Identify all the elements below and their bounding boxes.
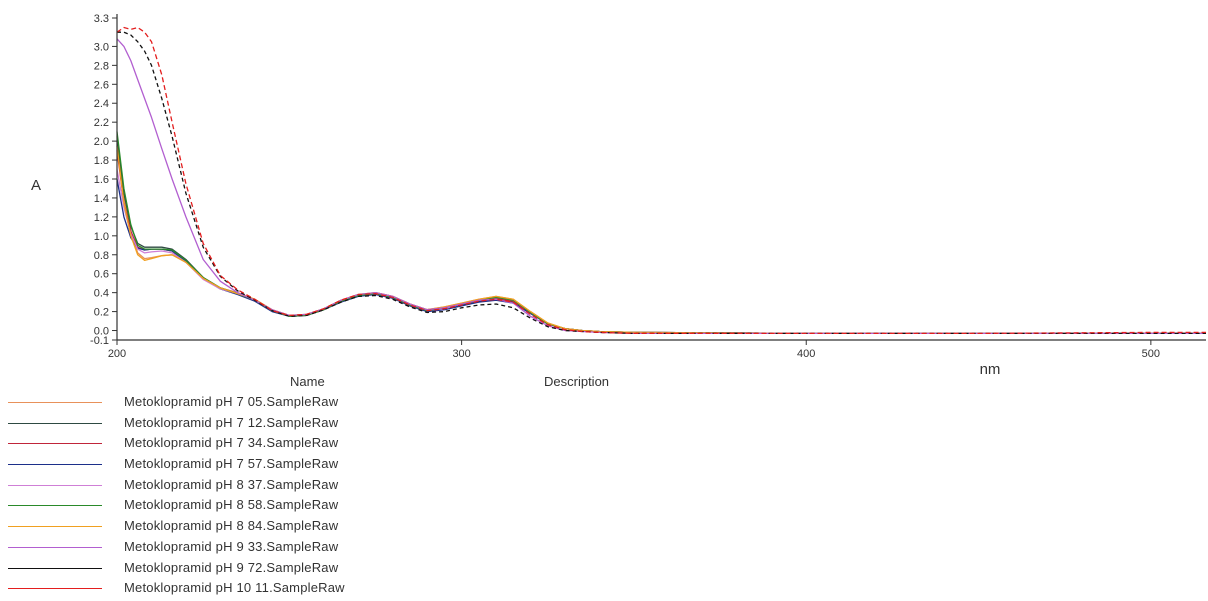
y-tick-label: 3.0 — [94, 41, 109, 53]
x-tick-label: 300 — [452, 348, 470, 360]
legend-item: Metoklopramid pH 8 58.SampleRaw — [0, 495, 760, 516]
legend-item: Metoklopramid pH 7 05.SampleRaw — [0, 392, 760, 413]
y-tick-label: 1.8 — [94, 155, 109, 167]
x-tick-label: 500 — [1142, 348, 1160, 360]
legend-header: Name Description — [0, 372, 760, 392]
series-line-3 — [116, 150, 1206, 335]
y-tick-label: 0.4 — [94, 288, 109, 300]
legend-label: Metoklopramid pH 8 37.SampleRaw — [124, 476, 339, 492]
legend-header-description: Description — [544, 374, 610, 389]
y-tick-label: 2.4 — [94, 98, 109, 110]
series-line-5 — [116, 169, 1206, 335]
legend-item: Metoklopramid pH 7 34.SampleRaw — [0, 433, 760, 454]
legend-item: Metoklopramid pH 7 57.SampleRaw — [0, 454, 760, 475]
spectrum-chart: -0.10.0 0.2 0.4 0.6 0.8 1.0 1.2 1.4 1.6 1.8 2.0 2.2… — [31, 13, 1206, 375]
legend-swatch — [8, 464, 102, 466]
y-tick-label: 0.0 — [94, 326, 109, 338]
legend-swatch — [8, 402, 102, 403]
series-line-9 — [117, 31, 1206, 335]
legend-label: Metoklopramid pH 10 11.SampleRaw — [124, 580, 345, 596]
series-lines — [116, 26, 1206, 335]
y-tick-label: 2.6 — [94, 79, 109, 91]
series-line-6 — [116, 131, 1206, 335]
legend-label: Metoklopramid pH 7 12.SampleRaw — [124, 414, 339, 430]
legend-header-name: Name — [290, 374, 325, 389]
y-tick-label: 0.6 — [94, 269, 109, 281]
y-tick-label: 2.0 — [94, 136, 109, 148]
legend-item: Metoklopramid pH 10 11.SampleRaw — [0, 578, 760, 599]
legend-item: Metoklopramid pH 9 33.SampleRaw — [0, 537, 760, 558]
y-tick-label: -0.1 — [90, 335, 109, 347]
legend-label: Metoklopramid pH 7 57.SampleRaw — [124, 456, 339, 472]
y-tick-label: 1.0 — [94, 231, 109, 243]
legend-swatch — [8, 443, 102, 445]
legend-swatch — [8, 505, 102, 507]
legend-item: Metoklopramid pH 8 84.SampleRaw — [0, 516, 760, 537]
legend-label: Metoklopramid pH 7 34.SampleRaw — [124, 435, 339, 451]
y-tick-label: 1.2 — [94, 212, 109, 224]
legend-label: Metoklopramid pH 9 33.SampleRaw — [124, 538, 339, 554]
legend-label: Metoklopramid pH 8 58.SampleRaw — [124, 497, 339, 513]
x-axis-title: nm — [980, 361, 1001, 375]
y-tick-label: 1.6 — [94, 174, 109, 186]
legend-swatch — [8, 422, 102, 424]
legend-item: Metoklopramid pH 9 72.SampleRaw — [0, 558, 760, 579]
y-tick-label: 1.4 — [94, 193, 109, 205]
legend-swatch — [8, 484, 102, 486]
legend-label: Metoklopramid pH 7 05.SampleRaw — [124, 394, 339, 409]
y-tick-label: 0.8 — [94, 250, 109, 262]
y-tick-label: 0.2 — [94, 307, 109, 319]
legend-swatch — [8, 526, 102, 528]
x-tick-label: 200 — [108, 348, 126, 360]
legend-label: Metoklopramid pH 8 84.SampleRaw — [124, 518, 339, 534]
legend-swatch — [8, 588, 102, 590]
series-line-7 — [116, 145, 1206, 335]
series-line-4 — [116, 178, 1206, 335]
x-axis-ticks: 200 300 400 500 — [108, 340, 1160, 360]
legend-item: Metoklopramid pH 7 12.SampleRaw — [0, 413, 760, 434]
series-line-1 — [116, 136, 1206, 335]
series-line-8 — [116, 38, 1206, 335]
series-line-2 — [116, 141, 1206, 335]
y-tick-label: 2.8 — [94, 60, 109, 72]
y-tick-label: 2.2 — [94, 117, 109, 129]
legend-item: Metoklopramid pH 8 37.SampleRaw — [0, 475, 760, 496]
legend-label: Metoklopramid pH 9 72.SampleRaw — [124, 559, 339, 575]
x-tick-label: 400 — [797, 348, 815, 360]
legend-rows: Metoklopramid pH 7 05.SampleRaw Metoklopr… — [0, 392, 760, 599]
y-axis-ticks: -0.10.0 0.2 0.4 0.6 0.8 1.0 1.2 1.4 1.6 1.8 2.0 2.2… — [90, 13, 117, 347]
series-line-10 — [116, 26, 1206, 335]
legend-swatch — [8, 546, 102, 548]
legend: Name Description Metoklopramid pH 7 05.S… — [0, 372, 760, 599]
y-axis-title: A — [31, 177, 41, 194]
y-tick-label: 3.3 — [94, 13, 109, 25]
legend-swatch — [8, 567, 102, 569]
